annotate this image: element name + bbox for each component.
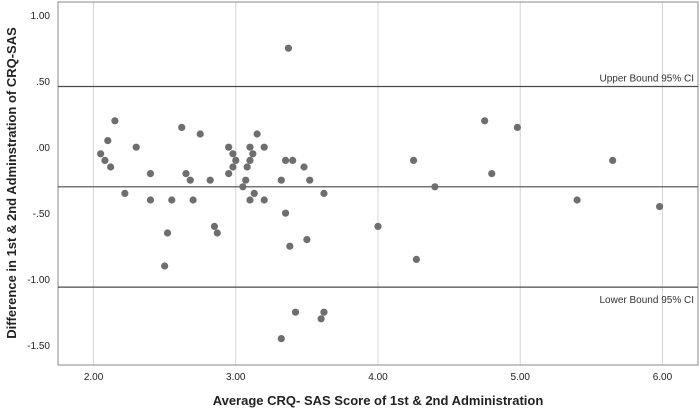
data-point xyxy=(513,123,521,131)
vertical-gridlines xyxy=(93,2,663,365)
data-point xyxy=(246,196,254,204)
x-axis-label: Average CRQ- SAS Score of 1st & 2nd Admi… xyxy=(213,393,544,408)
data-point xyxy=(249,150,257,158)
data-point xyxy=(111,117,119,125)
data-point xyxy=(374,222,382,230)
data-point xyxy=(163,229,172,237)
data-point xyxy=(289,156,297,164)
data-point xyxy=(182,170,190,178)
data-point xyxy=(210,222,219,230)
data-point xyxy=(232,156,240,164)
data-point xyxy=(213,229,221,237)
reference-lines: Upper Bound 95% CI Lower Bound 95% CI xyxy=(58,73,698,306)
data-point xyxy=(186,176,194,184)
data-point xyxy=(253,130,261,138)
data-point xyxy=(250,189,258,197)
data-point xyxy=(225,143,233,151)
data-point xyxy=(281,209,290,217)
data-point xyxy=(260,196,268,204)
data-point xyxy=(132,143,140,151)
data-point xyxy=(242,176,250,184)
data-point xyxy=(146,170,155,178)
data-point xyxy=(229,163,237,171)
data-point xyxy=(246,156,254,164)
data-point xyxy=(161,262,169,270)
data-point xyxy=(277,176,285,184)
data-point xyxy=(656,203,664,211)
data-point xyxy=(488,170,496,178)
reference-line-label: Upper Bound 95% CI xyxy=(599,73,694,84)
data-point xyxy=(431,183,439,191)
y-tick-label: .00 xyxy=(36,143,50,154)
data-point xyxy=(573,196,581,204)
data-point xyxy=(284,44,292,52)
y-axis-label: Difference in 1st & 2nd Adminstration of… xyxy=(4,27,19,339)
x-axis-ticks: 2.00 3.00 4.00 5.00 6.00 xyxy=(84,372,673,383)
y-tick-label: -1.50 xyxy=(27,341,50,352)
data-point xyxy=(409,156,418,164)
data-points xyxy=(97,44,664,343)
data-point xyxy=(281,156,290,164)
data-point xyxy=(107,163,115,171)
data-point xyxy=(246,143,254,151)
data-point xyxy=(178,123,186,131)
data-point xyxy=(101,156,109,164)
data-point xyxy=(121,189,129,197)
data-point xyxy=(196,130,204,138)
data-point xyxy=(168,196,176,204)
plot-frame xyxy=(57,1,699,366)
data-point xyxy=(239,183,247,191)
data-point xyxy=(291,308,300,316)
y-tick-label: .50 xyxy=(36,77,50,88)
reference-line-label: Lower Bound 95% CI xyxy=(599,295,694,306)
data-point xyxy=(320,308,328,316)
data-point xyxy=(412,255,420,263)
data-point xyxy=(189,196,197,204)
y-tick-label: 1.00 xyxy=(31,11,51,22)
y-axis-ticks: 1.00 .50 .00 -.50 -1.00 -1.50 xyxy=(27,11,50,352)
data-point xyxy=(243,163,251,171)
data-point xyxy=(320,189,328,197)
y-tick-label: -.50 xyxy=(33,209,51,220)
x-tick-label: 6.00 xyxy=(653,372,673,383)
x-tick-label: 3.00 xyxy=(226,372,246,383)
data-point xyxy=(317,315,325,323)
data-point xyxy=(104,137,112,145)
data-point xyxy=(206,176,214,184)
data-point xyxy=(286,242,294,250)
data-point xyxy=(303,236,311,244)
data-point xyxy=(97,150,105,158)
data-point xyxy=(481,117,489,125)
data-point xyxy=(229,150,237,158)
data-point xyxy=(260,143,268,151)
x-tick-label: 2.00 xyxy=(84,372,104,383)
data-point xyxy=(146,196,155,204)
data-point xyxy=(225,170,233,178)
y-tick-label: -1.00 xyxy=(27,275,50,286)
data-point xyxy=(609,156,617,164)
data-point xyxy=(306,176,314,184)
data-point xyxy=(277,335,285,343)
x-tick-label: 4.00 xyxy=(368,372,388,383)
x-tick-label: 5.00 xyxy=(510,372,530,383)
data-point xyxy=(300,163,308,171)
